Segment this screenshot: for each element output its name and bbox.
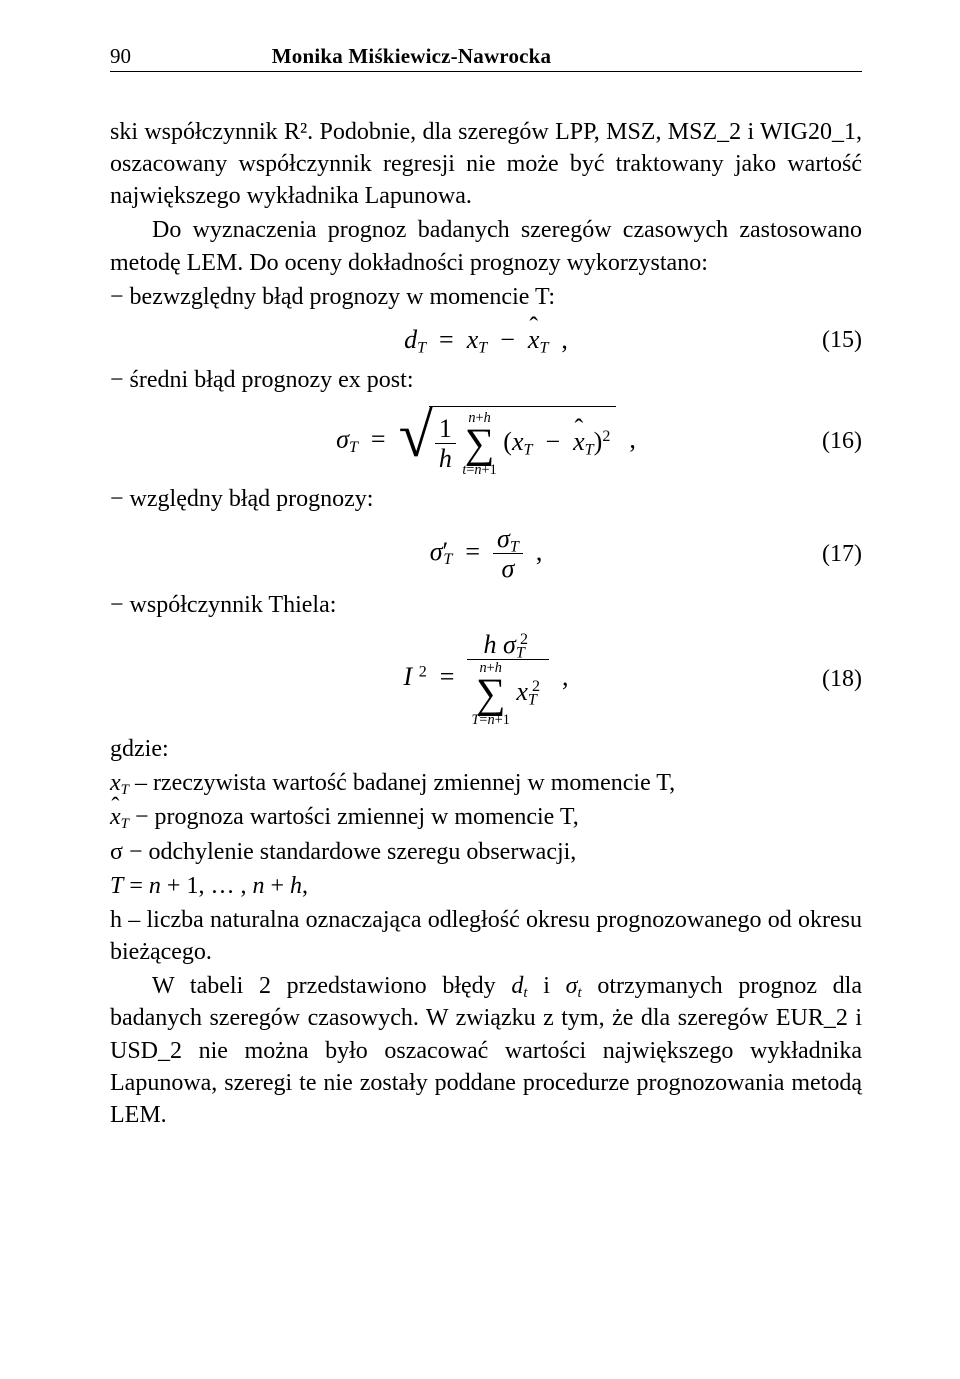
where-label: gdzie: xyxy=(110,733,862,765)
definition-4: T = n + 1, … , n + h, xyxy=(110,870,862,902)
body-text: ski współczynnik R². Podobnie, dla szere… xyxy=(110,116,862,1131)
list-item-4: − współczynnik Thiela: xyxy=(110,589,862,621)
equation-number-15: (15) xyxy=(804,324,862,356)
equation-18: I 2 = h σT2 n+h ∑ T=n+1 xT2 , (18) xyxy=(110,631,862,727)
page: 90 Monika Miśkiewicz-Nawrocka ski współc… xyxy=(0,0,960,1379)
list-item-3: − względny błąd prognozy: xyxy=(110,483,862,515)
paragraph-3: W tabeli 2 przedstawiono błędy dt i σt o… xyxy=(110,970,862,1131)
equation-number-17: (17) xyxy=(804,538,862,570)
running-header: 90 Monika Miśkiewicz-Nawrocka xyxy=(110,44,862,72)
paragraph-2: Do wyznaczenia prognoz badanych szeregów… xyxy=(110,214,862,278)
list-item-2: − średni błąd prognozy ex post: xyxy=(110,364,862,396)
equation-number-18: (18) xyxy=(804,663,862,695)
equation-16: σT = √ 1 h n+h ∑ t=n+1 (xT xyxy=(110,406,862,477)
definition-3: σ − odchylenie standardowe szeregu obser… xyxy=(110,836,862,868)
paragraph-1: ski współczynnik R². Podobnie, dla szere… xyxy=(110,116,862,212)
definition-1: xT – rzeczywista wartość badanej zmienne… xyxy=(110,767,862,799)
page-number: 90 xyxy=(110,44,131,69)
definition-2: xT − prognoza wartości zmiennej w momenc… xyxy=(110,801,862,833)
equation-17: σ′T = σT σ , (17) xyxy=(110,525,862,583)
author-name: Monika Miśkiewicz-Nawrocka xyxy=(272,44,552,69)
equation-15: dT = xT − xT , (15) xyxy=(110,323,862,358)
definition-5: h – liczba naturalna oznaczająca odległo… xyxy=(110,904,862,968)
equation-number-16: (16) xyxy=(804,425,862,457)
list-item-1: − bezwzględny błąd prognozy w momencie T… xyxy=(110,281,862,313)
